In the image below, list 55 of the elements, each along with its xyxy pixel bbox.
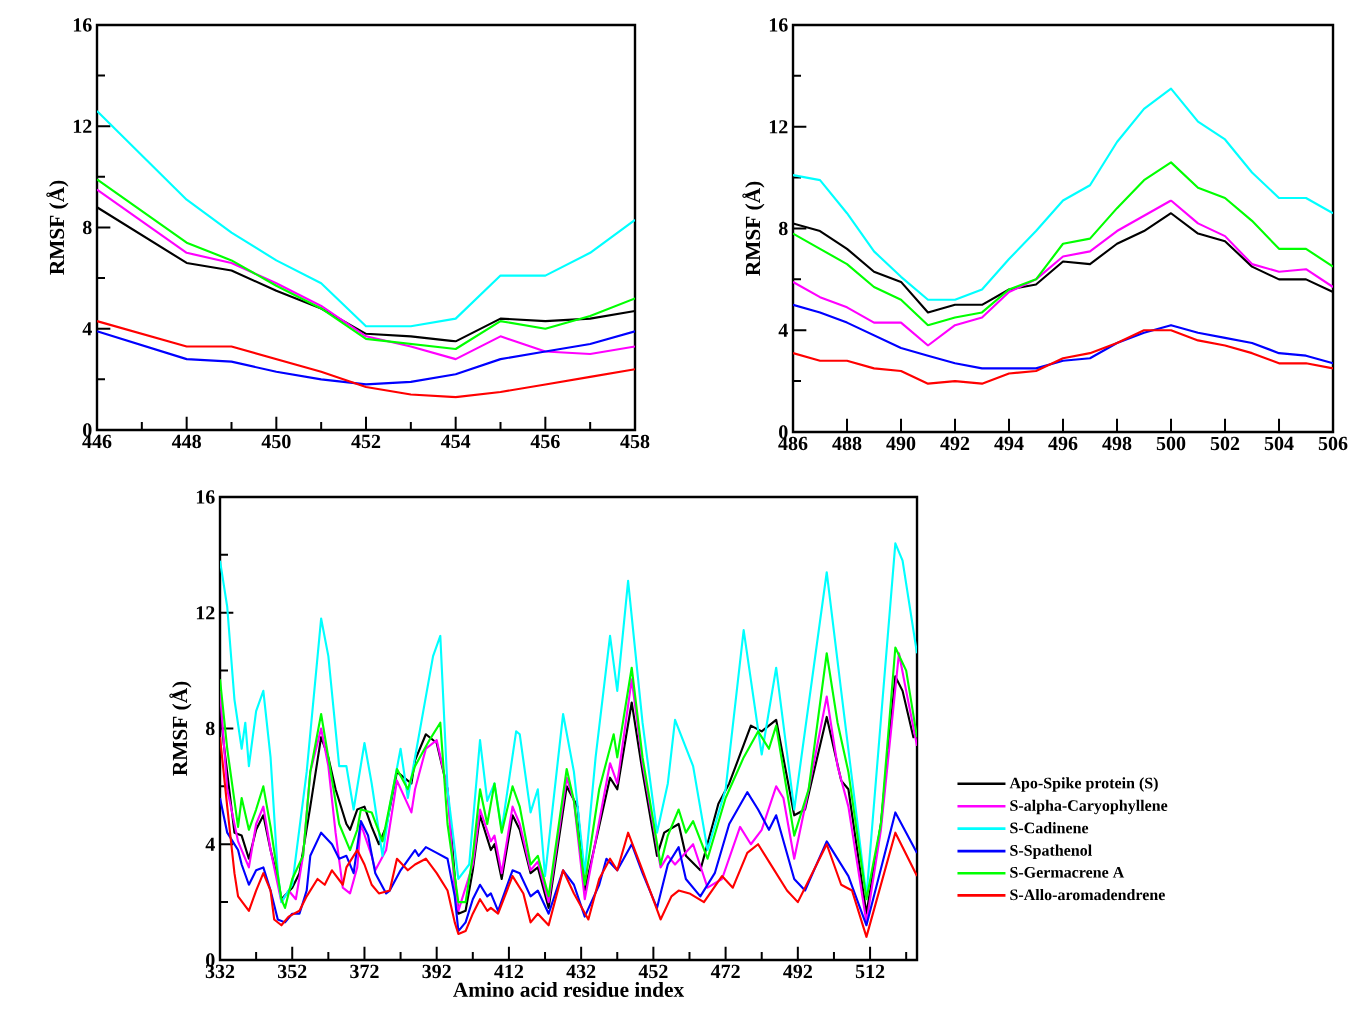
x-tick-label: 496 — [1048, 436, 1078, 451]
legend-label: S-Germacrene A — [1010, 866, 1125, 878]
legend-label: S-Spathenol — [1010, 844, 1092, 860]
x-tick-label: 454 — [440, 434, 471, 449]
y-tick-label: 8 — [82, 220, 92, 235]
line-series — [220, 542, 918, 904]
y-axis-title: RMSF (Å) — [169, 681, 192, 776]
x-tick-label: 500 — [1156, 436, 1186, 451]
y-tick-label: 12 — [196, 606, 215, 620]
legend-label: S-Allo-aromadendrene — [1010, 888, 1165, 901]
y-tick-label: 16 — [196, 490, 215, 504]
x-tick-label: 372 — [350, 964, 379, 979]
y-tick-label: 4 — [205, 837, 215, 851]
x-tick-label: 352 — [277, 964, 307, 979]
line-series — [793, 199, 1334, 347]
x-tick-label: 456 — [530, 434, 560, 449]
y-tick-label: 12 — [769, 120, 788, 134]
y-tick-label: 8 — [205, 721, 215, 736]
line-series — [793, 329, 1334, 385]
x-tick-label: 488 — [832, 436, 862, 451]
x-tick-label: 494 — [994, 436, 1024, 451]
x-tick-label: 502 — [1210, 436, 1240, 451]
line-series — [793, 87, 1334, 301]
y-tick-label: 16 — [73, 18, 92, 32]
x-tick-label: 504 — [1264, 436, 1294, 451]
y-tick-label: 4 — [778, 323, 788, 337]
x-tick-label: 498 — [1102, 436, 1132, 451]
x-tick-label: 392 — [422, 964, 451, 979]
x-tick-label: 452 — [638, 964, 668, 979]
x-tick-label: 448 — [171, 434, 201, 449]
y-tick-label: 12 — [73, 119, 92, 133]
x-tick-label: 492 — [940, 436, 970, 451]
x-tick-label: 452 — [351, 434, 381, 449]
y-tick-label: 4 — [82, 322, 92, 336]
legend-label: Apo-Spike protein (S) — [1009, 777, 1158, 792]
line-series — [793, 161, 1334, 327]
line-series — [97, 109, 635, 328]
line-series — [220, 791, 918, 933]
x-tick-label: 450 — [261, 434, 291, 449]
x-tick-label: 472 — [710, 964, 740, 978]
y-axis-title: RMSF (Å) — [742, 181, 765, 276]
legend-label: S-Cadinene — [1010, 822, 1089, 834]
x-axis-title: Amino acid residue index — [453, 981, 685, 998]
x-tick-label: 512 — [855, 964, 885, 979]
y-tick-label: 8 — [778, 221, 788, 236]
y-tick-label: 16 — [769, 18, 788, 32]
y-axis-title: RMSF (Å) — [46, 180, 69, 275]
x-tick-label: 432 — [566, 964, 596, 979]
x-tick-label: 412 — [494, 964, 524, 978]
line-series — [97, 330, 635, 386]
x-tick-label: 506 — [1318, 436, 1348, 451]
x-tick-label: 490 — [886, 436, 916, 451]
x-tick-label: 458 — [620, 434, 650, 449]
legend-label: S-alpha-Caryophyllene — [1010, 799, 1168, 815]
x-tick-label: 492 — [783, 964, 812, 979]
